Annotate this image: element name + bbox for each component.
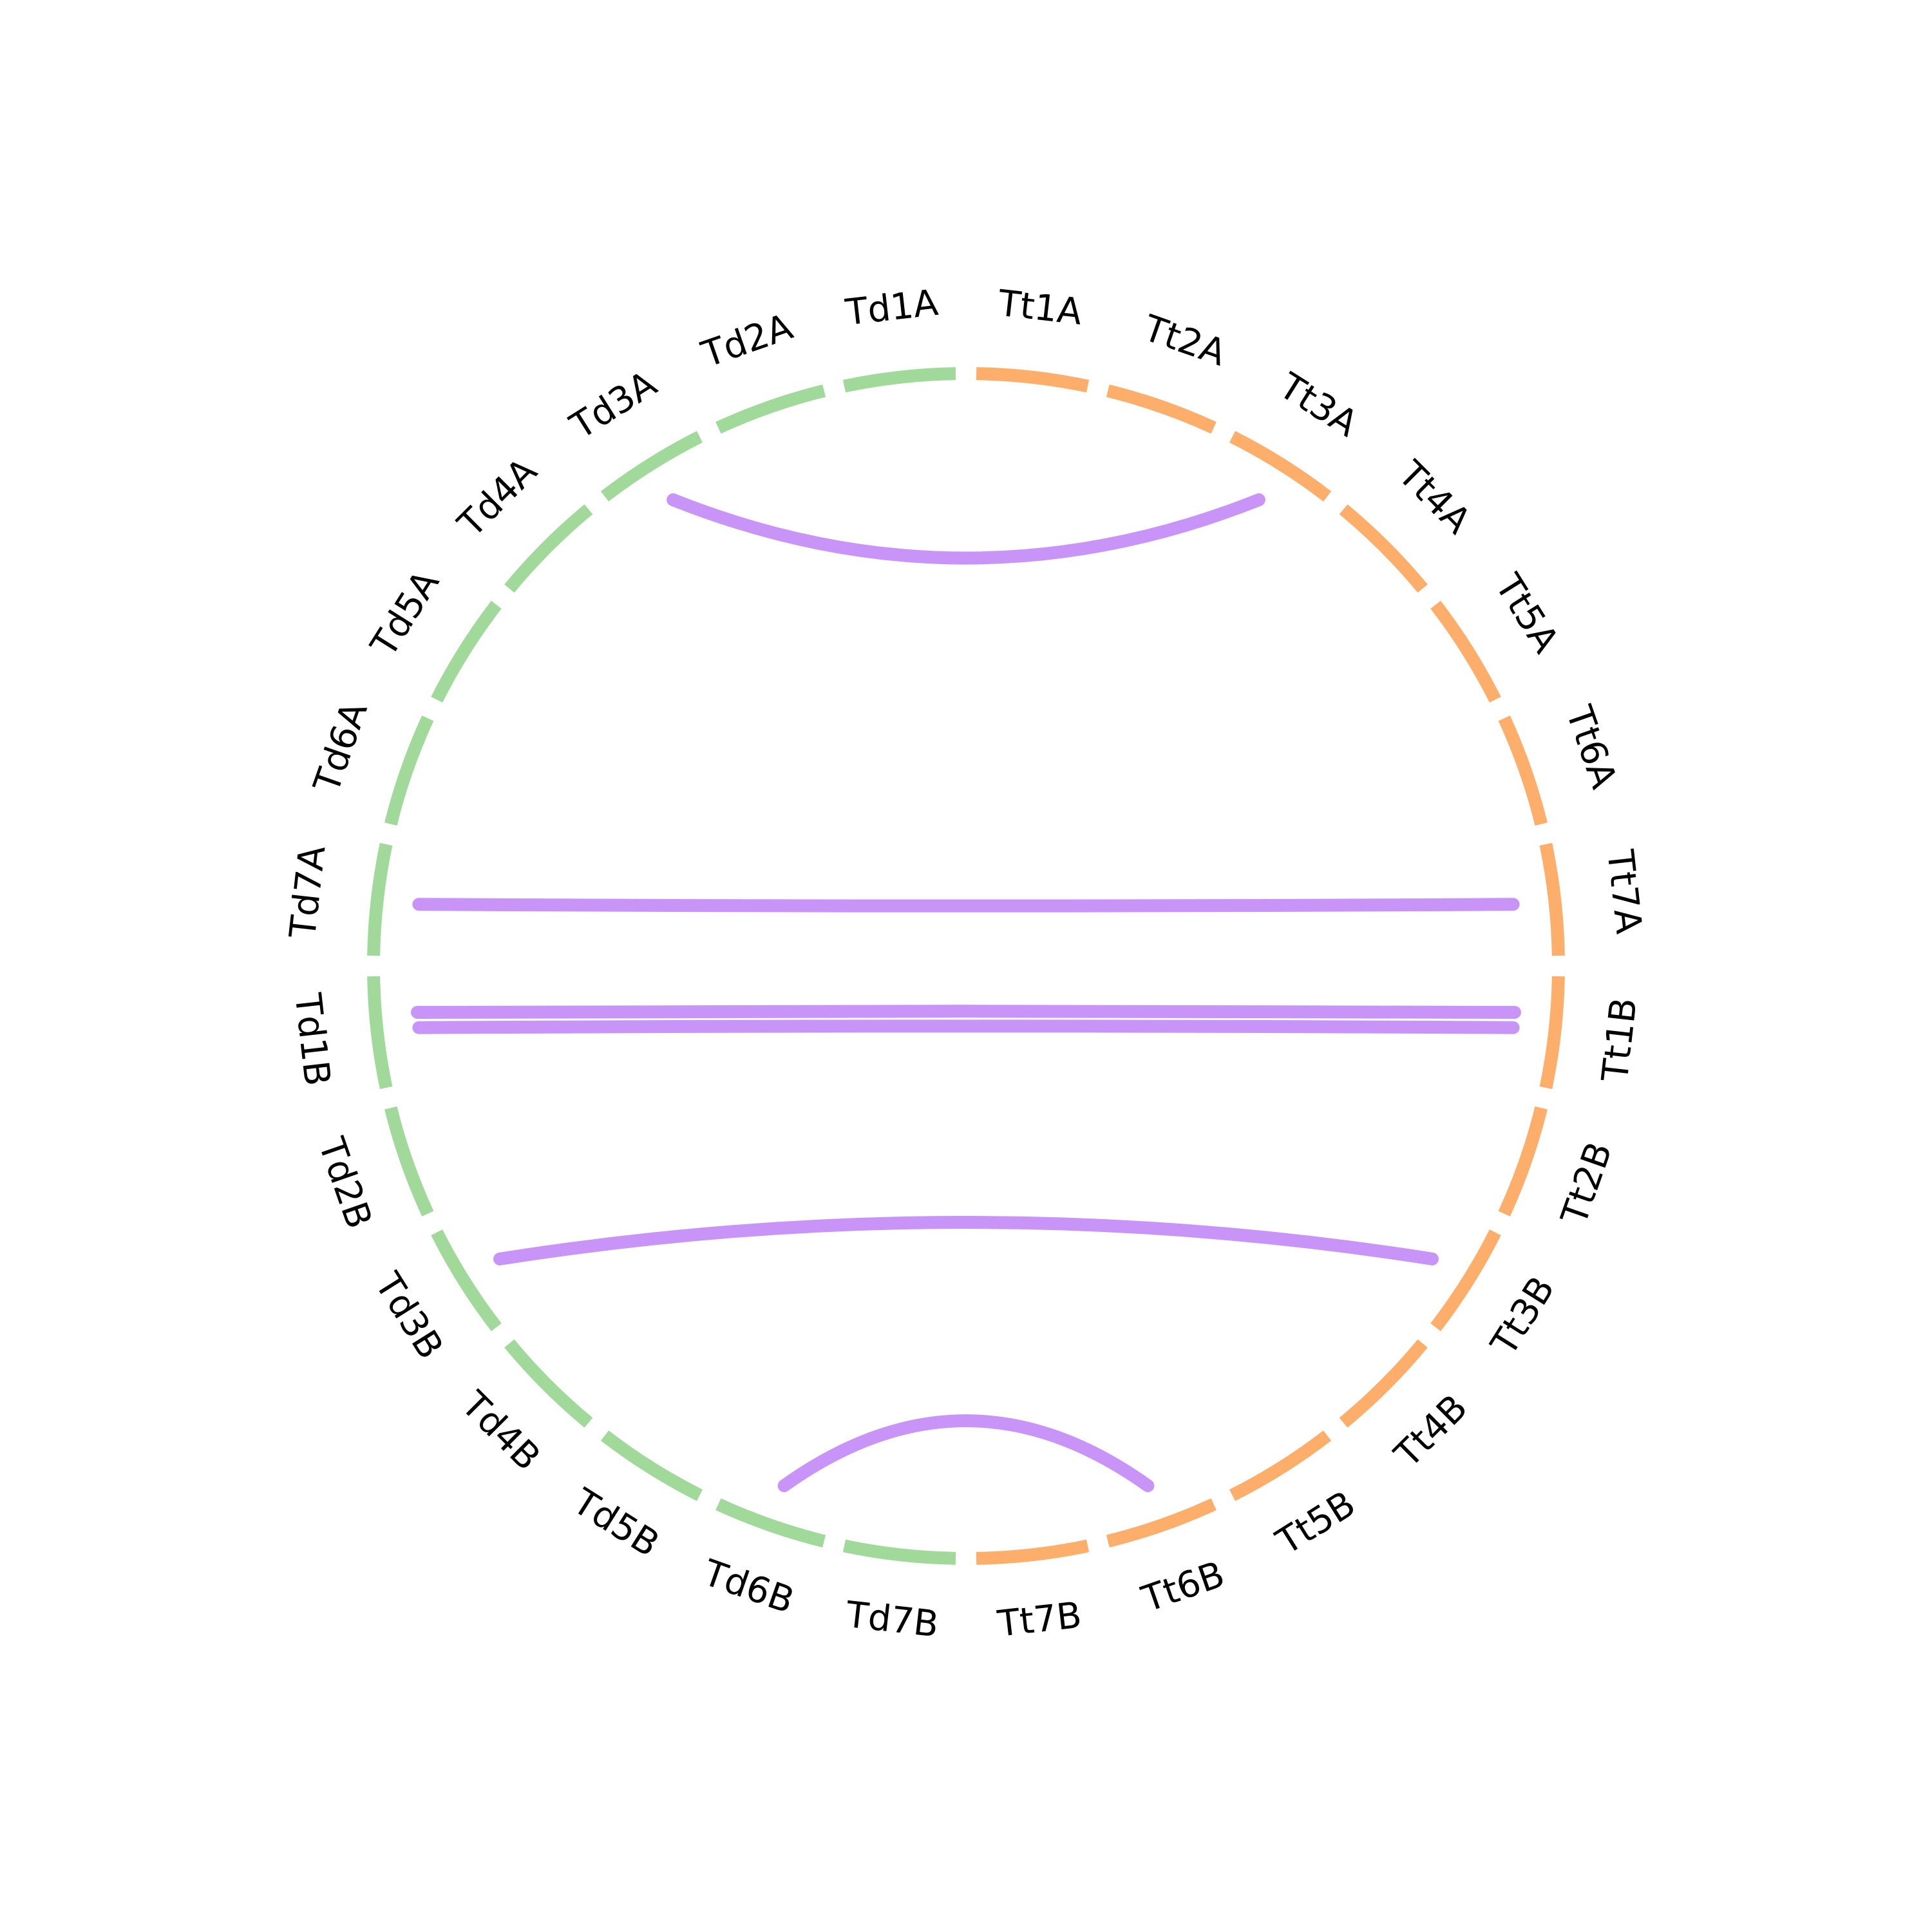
segment-Tt1A xyxy=(976,367,1090,393)
segment-Tt4B xyxy=(1339,1339,1428,1428)
segment-Tt2B xyxy=(1498,1106,1548,1217)
segment-Tt5B xyxy=(1229,1430,1332,1501)
segment-Td3B xyxy=(431,1229,502,1332)
segment-label-Tt6B: Tt6B xyxy=(1136,1553,1229,1621)
segment-Tt3A xyxy=(1229,431,1332,502)
segment-label-Tt7A: Tt7A xyxy=(1598,848,1649,936)
segment-Td2A xyxy=(715,384,826,434)
segment-label-Tt4A: Tt4A xyxy=(1389,453,1479,542)
segment-Td4B xyxy=(504,1339,593,1428)
links-layer xyxy=(411,493,1521,1493)
segment-Td7A xyxy=(367,842,393,956)
link-Td3A-Tt3A xyxy=(667,493,1265,565)
link-Td6B-Tt6B xyxy=(777,1414,1155,1493)
segment-Tt7A xyxy=(1539,842,1565,956)
segment-Td5B xyxy=(600,1430,703,1501)
segment-label-Tt5B: Tt5B xyxy=(1269,1483,1363,1564)
segment-Td6A xyxy=(384,715,434,826)
segment-label-Tt2A: Tt2A xyxy=(1138,307,1231,375)
segment-Td2B xyxy=(384,1106,434,1217)
segment-Td1B xyxy=(367,976,393,1090)
segment-label-Td1B: Td1B xyxy=(286,990,338,1088)
segment-label-Td4B: Td4B xyxy=(453,1383,548,1479)
segment-label-Td5B: Td5B xyxy=(565,1481,666,1566)
segment-label-Tt6A: Tt6A xyxy=(1557,700,1625,793)
segment-label-Td2B: Td2B xyxy=(310,1132,380,1234)
segment-label-Tt7B: Tt7B xyxy=(995,1595,1084,1645)
segment-Td1A xyxy=(842,367,956,393)
segment-Tt4A xyxy=(1339,504,1428,593)
segment-label-Td6A: Td6A xyxy=(306,697,376,799)
segment-Td6B xyxy=(715,1498,826,1548)
segment-Tt5A xyxy=(1430,600,1501,703)
segment-Td3A xyxy=(600,431,703,502)
segment-label-Tt1B: Tt1B xyxy=(1595,996,1645,1084)
segment-label-Tt5A: Tt5A xyxy=(1486,567,1567,661)
segment-label-Td1A: Td1A xyxy=(843,282,940,334)
link-Td1B-Tt1B xyxy=(412,1019,1520,1034)
segment-Tt1B xyxy=(1539,976,1565,1090)
segment-label-Tt3B: Tt3B xyxy=(1482,1269,1563,1363)
link-Td3B-Tt3B xyxy=(493,1216,1439,1265)
segment-label-Td2A: Td2A xyxy=(696,306,798,376)
segment-Td7B xyxy=(842,1539,956,1565)
segment-label-Tt2B: Tt2B xyxy=(1553,1137,1621,1230)
segment-label-Td3B: Td3B xyxy=(366,1265,451,1367)
segment-Tt2A xyxy=(1106,384,1217,434)
segment-label-Tt1A: Tt1A xyxy=(996,282,1084,333)
segment-Tt3B xyxy=(1430,1229,1501,1332)
segment-label-Td6B: Td6B xyxy=(697,1552,799,1622)
segment-label-Td4A: Td4A xyxy=(450,450,545,545)
segment-label-Td5A: Td5A xyxy=(363,564,448,665)
segments-layer xyxy=(367,367,1565,1565)
segment-Td5A xyxy=(431,600,502,703)
segment-label-Tt4B: Tt4B xyxy=(1387,1387,1476,1476)
segment-Td4A xyxy=(504,504,593,593)
segment-Tt6A xyxy=(1498,715,1548,826)
segment-label-Td7A: Td7A xyxy=(282,844,334,941)
link-Td7A-Tt7A xyxy=(412,898,1520,913)
segment-Tt6B xyxy=(1106,1498,1217,1548)
segment-label-Td3A: Td3A xyxy=(563,363,664,448)
segment-label-Tt3A: Tt3A xyxy=(1271,365,1365,446)
segment-Tt7B xyxy=(976,1539,1090,1565)
segment-label-Td7B: Td7B xyxy=(844,1594,941,1646)
link-Td1B-Tt1B xyxy=(411,1005,1521,1019)
